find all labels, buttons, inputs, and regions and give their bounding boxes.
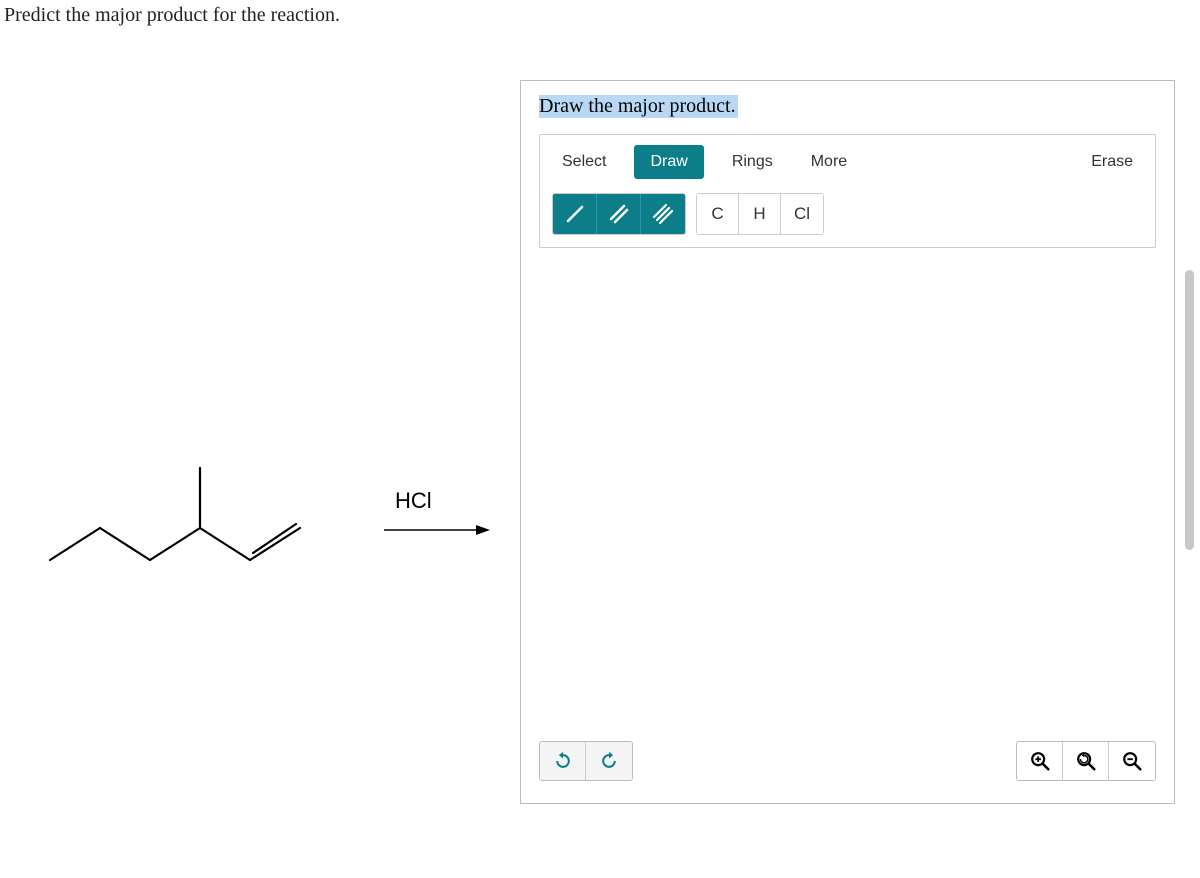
tool-row: C H Cl (552, 193, 1143, 235)
undo-button[interactable] (540, 742, 586, 780)
tab-draw[interactable]: Draw (634, 145, 703, 179)
tab-more[interactable]: More (801, 147, 857, 177)
redo-icon (599, 751, 619, 771)
zoom-reset-button[interactable] (1063, 742, 1109, 780)
atom-c-button[interactable]: C (697, 194, 739, 234)
toolbar: Select Draw Rings More Erase (539, 134, 1156, 248)
atom-group: C H Cl (696, 193, 824, 235)
triple-bond-icon (651, 202, 675, 226)
redo-button[interactable] (586, 742, 632, 780)
erase-button[interactable]: Erase (1081, 147, 1143, 177)
single-bond-icon (563, 202, 587, 226)
double-bond-icon (607, 202, 631, 226)
bond-group (552, 193, 686, 235)
zoom-reset-icon (1075, 750, 1097, 772)
zoom-group (1016, 741, 1156, 781)
undo-icon (553, 751, 573, 771)
draw-panel: Draw the major product. Select Draw Ring… (520, 80, 1175, 804)
scrollbar[interactable] (1185, 270, 1194, 550)
tab-select[interactable]: Select (552, 147, 616, 177)
atom-cl-button[interactable]: Cl (781, 194, 823, 234)
zoom-in-button[interactable] (1017, 742, 1063, 780)
zoom-out-icon (1121, 750, 1143, 772)
main-area: HCl Draw the major product. Select Draw … (0, 30, 1200, 878)
tab-row: Select Draw Rings More Erase (552, 145, 1143, 179)
atom-h-button[interactable]: H (739, 194, 781, 234)
reaction-arrow (382, 520, 492, 540)
bottom-bar (539, 741, 1156, 781)
reactant-panel: HCl (0, 30, 520, 878)
reactant-structure (40, 450, 320, 590)
zoom-in-icon (1029, 750, 1051, 772)
triple-bond-button[interactable] (641, 194, 685, 234)
undo-redo-group (539, 741, 633, 781)
panel-title: Draw the major product. (539, 95, 738, 118)
double-bond-button[interactable] (597, 194, 641, 234)
reagent-label: HCl (395, 488, 432, 514)
single-bond-button[interactable] (553, 194, 597, 234)
zoom-out-button[interactable] (1109, 742, 1155, 780)
question-title: Predict the major product for the reacti… (0, 0, 1200, 27)
tab-rings[interactable]: Rings (722, 147, 783, 177)
